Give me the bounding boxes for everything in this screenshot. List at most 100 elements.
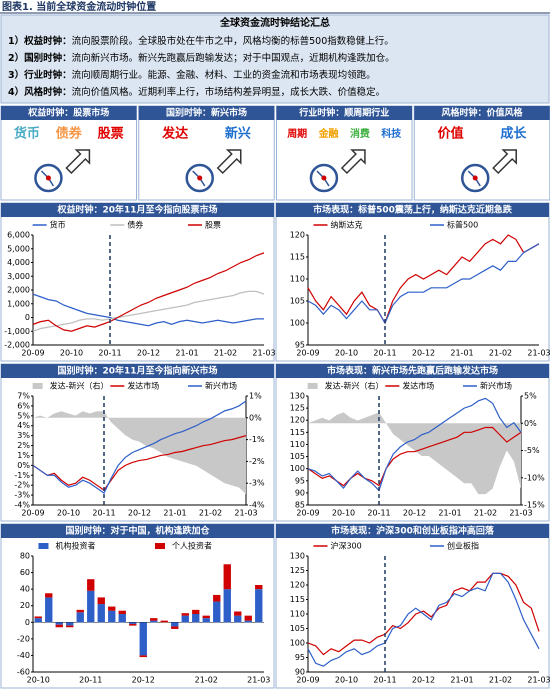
summary-item: 1）权益时钟：流向股票阶段。全球股市处在牛市之中，风格均衡的标普500指数稳健上… [8,35,394,47]
chart-title: 国别时钟：对于中国，机构逢跌加仓 [65,525,210,537]
clock-label: 消费 [350,127,370,140]
bar [202,615,210,619]
y-tick-label: 120 [290,416,305,425]
clock-center [321,175,327,181]
x-tick-label: 21-02 [474,509,497,518]
chart-title: 国别时钟：20年11月至今指向新兴市场 [57,365,217,377]
bar [97,597,105,605]
legend-label: 发达市场 [127,381,159,391]
y-tick-label: 4% [17,421,30,430]
y-tick-label: -2% [14,481,30,490]
x-tick-label: 21-02 [489,676,512,685]
clock-arrow [340,149,366,175]
x-tick-label: 21-03 [527,349,550,358]
y-tick-label: 105 [290,452,305,461]
x-tick-label: 20-11 [373,349,396,358]
summary-box [0,14,550,104]
clock-center [45,175,51,181]
y-tick-label: 80 [20,552,30,561]
bar [55,622,63,625]
y-tick-label: 0 [25,313,30,322]
clock-header [276,106,412,120]
bar [181,615,189,623]
y-tick-label: -4% [14,501,30,510]
x-tick-label: 21-01 [450,676,473,685]
legend-label: 沪深300 [330,541,361,551]
y-tick-label: 110 [290,275,305,284]
bar [66,622,74,626]
summary-label: 4）风格时钟： [8,86,72,98]
clock-header [1,106,137,120]
y-tick-label: 130 [290,392,305,401]
y-tick-label: -20 [17,634,30,643]
summary-item: 4）风格时钟：流向价值风格。近期利率上行，市场结构差异明显，成长大跌、价值稳定。 [8,86,385,98]
y-tick-label: 3,000 [7,272,30,281]
bar [244,620,252,623]
chart-header [1,364,274,378]
legend-label: 标普500 [447,220,478,230]
x-tick-label: 20-12 [132,676,155,685]
line [32,290,265,332]
summary-label: 3）行业时钟： [8,69,72,81]
clock-title: 行业时钟：顺周期行业 [298,107,389,119]
bar [87,579,95,591]
bar [150,620,158,623]
clock-panel [0,105,137,201]
y2-tick-label: -15% [524,501,545,510]
clock-header [414,106,550,120]
y-tick-label: 0% [17,461,30,470]
summary-text: 流向价值风格。近期利率上行，市场结构差异明显，成长大跌、价值稳定。 [72,86,386,98]
y-tick-label: 125 [290,404,305,413]
line [307,397,522,492]
y-tick-label: 130 [290,552,305,561]
legend-swatch [154,543,165,549]
bar [139,622,147,656]
y-tick-label: 7% [17,392,30,401]
y-tick-label: 85 [295,501,305,510]
y-tick-label: 95 [295,476,305,485]
y2-tick-label: 0% [249,413,262,422]
x-tick-label: 21-02 [199,509,222,518]
y-tick-label: 60 [20,568,30,577]
summary-title: 全球资金流时钟结论汇总 [219,16,330,29]
y-tick-label: 120 [290,231,305,240]
bar [171,626,179,629]
y2-tick-label: -5% [524,446,540,455]
clock-center [197,175,203,181]
summary-text: 流向顺周期行业。能源、金融、材料、工业的资金流和市场表现均领跑。 [72,69,376,81]
x-tick-label: 20-12 [128,509,151,518]
figure-title: 图表1. 当前全球资金流动时钟位置 [2,0,156,13]
bar [255,585,263,590]
y-tick-label: 0 [25,618,30,627]
bar [192,614,200,623]
clock-arrow [492,149,517,175]
clock-label: 价值 [438,126,464,142]
y2-tick-label: -2% [249,457,265,466]
y-tick-label: 6,000 [7,231,30,240]
x-tick-label: 20-11 [92,509,115,518]
x-tick-label: 21-01 [175,349,198,358]
y2-tick-label: -1% [249,435,265,444]
y-tick-label: 4,000 [7,258,30,267]
x-tick-label: 20-12 [412,676,435,685]
x-tick-label: 20-10 [57,509,80,518]
bar [108,606,116,611]
x-tick-label: 20-12 [403,509,426,518]
y-tick-label: -1% [14,471,30,480]
x-tick-label: 21-02 [195,676,218,685]
bar [76,609,84,613]
clock-panel [276,105,413,201]
bar [171,622,179,627]
line [307,243,540,325]
chart-panel [275,523,550,689]
chart-title: 权益时钟：20年11月至今指向股票市场 [56,204,217,216]
summary-item: 3）行业时钟：流向顺周期行业。能源、金融、材料、工业的资金流和市场表现均领跑。 [8,69,376,81]
y-tick-label: 2% [17,441,30,450]
legend-swatch [32,383,43,389]
y-tick-label: 5,000 [7,244,30,253]
x-tick-label: 20-11 [367,509,390,518]
x-tick-label: 20-09 [21,509,44,518]
line [32,293,264,327]
x-tick-label: 20-12 [137,349,160,358]
clock-title: 风格时钟：价值风格 [441,107,523,119]
